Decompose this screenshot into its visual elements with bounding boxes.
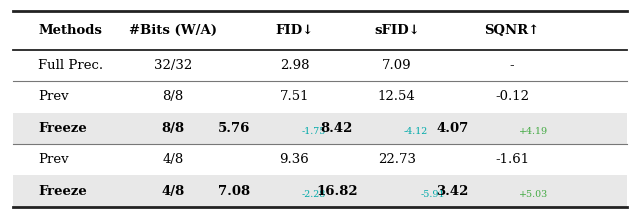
Text: Prev: Prev [38,153,69,166]
Text: +5.03: +5.03 [519,190,548,199]
Text: FID↓: FID↓ [275,24,314,37]
Bar [13,175,627,207]
Bar [13,113,627,144]
Text: Prev: Prev [38,90,69,103]
Text: 4/8: 4/8 [162,153,184,166]
Text: 16.82: 16.82 [316,184,358,198]
Text: SQNR↑: SQNR↑ [484,24,540,37]
Text: sFID↓: sFID↓ [374,24,420,37]
Text: -5.91: -5.91 [420,190,445,199]
Text: 7.09: 7.09 [382,59,412,72]
Text: 8.42: 8.42 [321,122,353,135]
Text: Freeze: Freeze [38,184,87,198]
Text: 7.51: 7.51 [280,90,309,103]
Text: 3.42: 3.42 [436,184,468,198]
Text: 32/32: 32/32 [154,59,192,72]
Text: 12.54: 12.54 [378,90,415,103]
Text: -1.75: -1.75 [301,127,326,136]
Text: 5.76: 5.76 [218,122,251,135]
Text: -2.28: -2.28 [301,190,326,199]
Text: -4.12: -4.12 [404,127,428,136]
Text: Methods: Methods [38,24,102,37]
Text: 4/8: 4/8 [161,184,184,198]
Text: 22.73: 22.73 [378,153,416,166]
Text: 8/8: 8/8 [162,90,184,103]
Text: 9.36: 9.36 [280,153,309,166]
Text: 8/8: 8/8 [161,122,184,135]
Text: +4.19: +4.19 [519,127,548,136]
Text: -: - [509,59,515,72]
Text: -0.12: -0.12 [495,90,529,103]
Text: 2.98: 2.98 [280,59,309,72]
Text: #Bits (W/A): #Bits (W/A) [129,24,217,37]
Text: Freeze: Freeze [38,122,87,135]
Text: Full Prec.: Full Prec. [38,59,104,72]
Text: 7.08: 7.08 [218,184,251,198]
Text: -1.61: -1.61 [495,153,529,166]
Text: 4.07: 4.07 [436,122,468,135]
